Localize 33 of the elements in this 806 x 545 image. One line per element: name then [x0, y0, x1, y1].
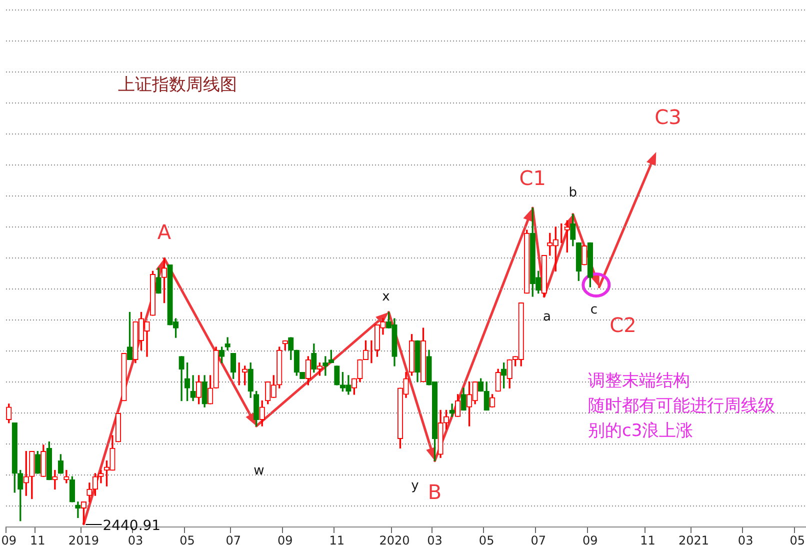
annotation: B — [428, 480, 442, 504]
annotation: A — [157, 220, 172, 244]
x-tick-label: 07 — [226, 533, 241, 545]
x-tick-label: 05 — [180, 533, 195, 545]
x-tick-label: 2019 — [68, 533, 99, 545]
annotation: c — [590, 302, 598, 318]
annotation: C2 — [610, 313, 636, 337]
annotation: b — [568, 186, 578, 201]
x-tick-label: 07 — [530, 533, 546, 545]
text: C3 — [654, 105, 682, 129]
annotation: 调整末端结构 — [588, 370, 691, 393]
x-tick-label: 03 — [128, 533, 144, 545]
annotation: y — [411, 478, 419, 494]
x-tick-label: 11 — [640, 533, 656, 545]
annotation: x — [382, 290, 390, 305]
x-tick-label: 05 — [790, 533, 806, 545]
annotation: 2440.91 — [102, 518, 161, 534]
x-tick-label: 03 — [738, 533, 754, 545]
annotation: w — [254, 464, 264, 479]
annotation: 随时都有可能进行周线级别的c3浪上涨 — [588, 395, 776, 443]
annotation: a — [543, 310, 551, 325]
x-tick-label: 2021 — [678, 533, 710, 545]
x-tick-label: 11 — [329, 533, 345, 545]
x-tick-label: 09 — [1, 533, 17, 545]
x-tick-label: 09 — [277, 533, 293, 545]
chart-title: 上证指数周线图 — [118, 74, 237, 96]
annotation: C1 — [519, 166, 546, 190]
x-tick-label: 09 — [582, 533, 598, 545]
x-tick-label: 11 — [30, 533, 46, 545]
candlestick — [75, 502, 81, 518]
x-tick-label: 03 — [427, 533, 442, 545]
x-tick-label: 2020 — [379, 533, 410, 545]
x-tick-label: 05 — [478, 533, 494, 545]
